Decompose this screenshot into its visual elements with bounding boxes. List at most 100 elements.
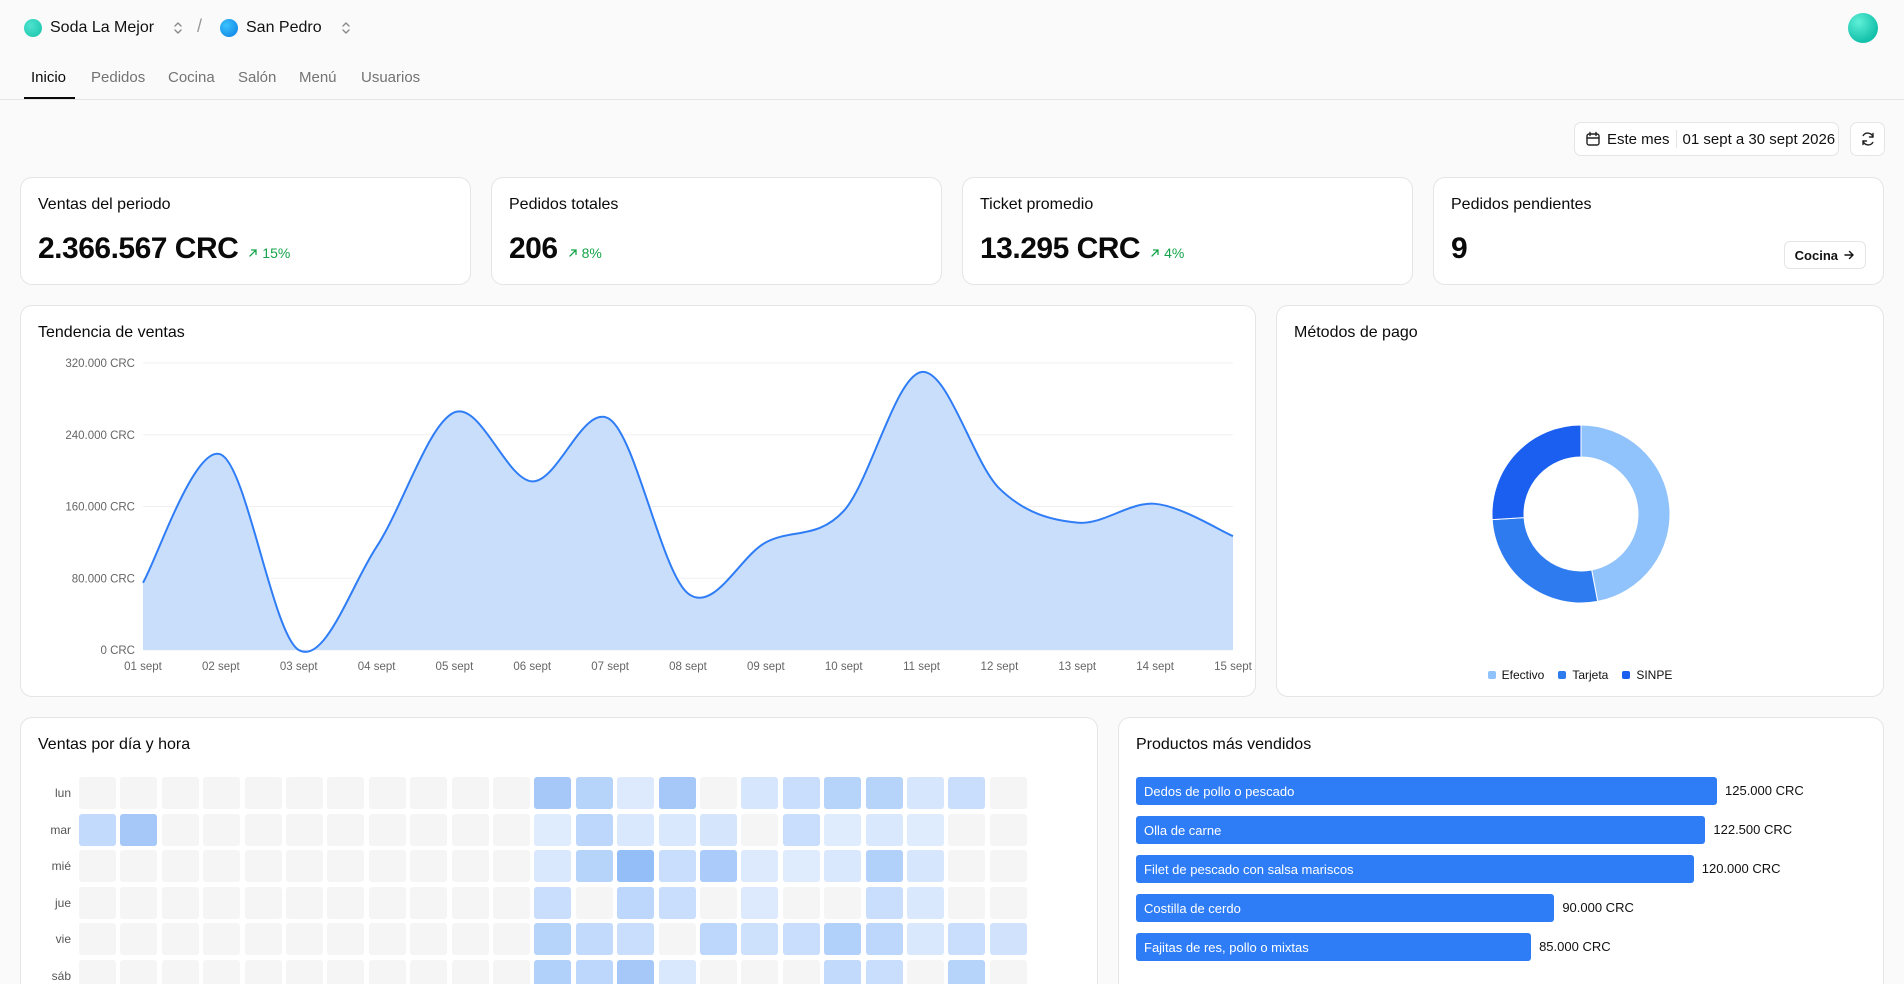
heatmap-cell[interactable] xyxy=(120,959,158,984)
heatmap-cell[interactable] xyxy=(79,886,116,919)
date-range-picker[interactable]: Este mes 01 sept a 30 sept 2026 xyxy=(1574,122,1839,156)
heatmap-cell[interactable] xyxy=(948,850,986,882)
tab-salon[interactable]: Salón xyxy=(238,69,277,86)
heatmap-cell[interactable] xyxy=(824,959,862,984)
heatmap-cell[interactable] xyxy=(824,850,862,882)
heatmap-cell[interactable] xyxy=(161,850,199,882)
heatmap-cell[interactable] xyxy=(700,777,737,809)
heatmap-cell[interactable] xyxy=(203,813,241,846)
heatmap-cell[interactable] xyxy=(948,886,986,919)
heatmap-cell[interactable] xyxy=(286,959,323,984)
heatmap-cell[interactable] xyxy=(865,813,903,846)
heatmap-cell[interactable] xyxy=(368,850,406,882)
heatmap-cell[interactable] xyxy=(203,777,241,809)
heatmap-cell[interactable] xyxy=(327,777,365,809)
heatmap-cell[interactable] xyxy=(617,813,655,846)
heatmap-cell[interactable] xyxy=(575,886,613,919)
heatmap-cell[interactable] xyxy=(286,777,323,809)
refresh-button[interactable] xyxy=(1850,122,1885,156)
heatmap-cell[interactable] xyxy=(575,777,613,809)
heatmap-cell[interactable] xyxy=(161,777,199,809)
product-bar[interactable]: Costilla de cerdo xyxy=(1136,894,1555,922)
heatmap-cell[interactable] xyxy=(741,777,779,809)
heatmap-cell[interactable] xyxy=(700,850,737,882)
heatmap-cell[interactable] xyxy=(824,923,862,955)
heatmap-cell[interactable] xyxy=(824,886,862,919)
branch-switcher[interactable]: San Pedro xyxy=(220,16,352,40)
heatmap-cell[interactable] xyxy=(451,777,489,809)
heatmap-cell[interactable] xyxy=(410,886,448,919)
heatmap-cell[interactable] xyxy=(327,813,365,846)
heatmap-cell[interactable] xyxy=(700,959,737,984)
heatmap-cell[interactable] xyxy=(617,886,655,919)
heatmap-cell[interactable] xyxy=(865,959,903,984)
heatmap-cell[interactable] xyxy=(907,959,944,984)
heatmap-cell[interactable] xyxy=(161,923,199,955)
heatmap-cell[interactable] xyxy=(534,777,572,809)
heatmap-cell[interactable] xyxy=(244,777,282,809)
heatmap-cell[interactable] xyxy=(79,813,116,846)
heatmap-cell[interactable] xyxy=(493,777,530,809)
heatmap-cell[interactable] xyxy=(286,813,323,846)
heatmap-cell[interactable] xyxy=(203,959,241,984)
heatmap-cell[interactable] xyxy=(658,959,696,984)
heatmap-cell[interactable] xyxy=(865,777,903,809)
heatmap-cell[interactable] xyxy=(244,923,282,955)
heatmap-cell[interactable] xyxy=(327,850,365,882)
product-bar[interactable]: Fajitas de res, pollo o mixtas xyxy=(1136,933,1532,961)
heatmap-cell[interactable] xyxy=(658,777,696,809)
heatmap-cell[interactable] xyxy=(658,813,696,846)
heatmap-cell[interactable] xyxy=(865,886,903,919)
heatmap-cell[interactable] xyxy=(907,850,944,882)
heatmap-cell[interactable] xyxy=(534,959,572,984)
heatmap-cell[interactable] xyxy=(244,850,282,882)
heatmap-cell[interactable] xyxy=(865,923,903,955)
heatmap-cell[interactable] xyxy=(907,813,944,846)
heatmap-cell[interactable] xyxy=(451,959,489,984)
heatmap-cell[interactable] xyxy=(989,777,1027,809)
heatmap-cell[interactable] xyxy=(368,813,406,846)
heatmap-cell[interactable] xyxy=(948,923,986,955)
business-switcher[interactable]: Soda La Mejor xyxy=(24,16,184,40)
heatmap-cell[interactable] xyxy=(782,813,820,846)
heatmap-cell[interactable] xyxy=(161,959,199,984)
heatmap-cell[interactable] xyxy=(368,777,406,809)
heatmap-cell[interactable] xyxy=(534,923,572,955)
heatmap-cell[interactable] xyxy=(327,959,365,984)
heatmap-cell[interactable] xyxy=(286,886,323,919)
heatmap-cell[interactable] xyxy=(451,923,489,955)
heatmap-cell[interactable] xyxy=(368,959,406,984)
heatmap-cell[interactable] xyxy=(534,850,572,882)
heatmap-cell[interactable] xyxy=(493,886,530,919)
heatmap-cell[interactable] xyxy=(741,813,779,846)
heatmap-cell[interactable] xyxy=(907,886,944,919)
heatmap-cell[interactable] xyxy=(907,777,944,809)
heatmap-cell[interactable] xyxy=(244,813,282,846)
heatmap-cell[interactable] xyxy=(161,813,199,846)
heatmap-cell[interactable] xyxy=(948,959,986,984)
heatmap-cell[interactable] xyxy=(782,777,820,809)
heatmap-cell[interactable] xyxy=(244,886,282,919)
heatmap-cell[interactable] xyxy=(989,959,1027,984)
heatmap-cell[interactable] xyxy=(493,850,530,882)
heatmap-cell[interactable] xyxy=(120,850,158,882)
heatmap-cell[interactable] xyxy=(410,850,448,882)
product-bar[interactable]: Olla de carne xyxy=(1136,816,1706,844)
heatmap-cell[interactable] xyxy=(410,923,448,955)
heatmap-cell[interactable] xyxy=(824,813,862,846)
heatmap-cell[interactable] xyxy=(617,923,655,955)
heatmap-cell[interactable] xyxy=(493,813,530,846)
heatmap-cell[interactable] xyxy=(203,850,241,882)
tab-usuarios[interactable]: Usuarios xyxy=(361,69,421,86)
heatmap-cell[interactable] xyxy=(575,923,613,955)
heatmap-cell[interactable] xyxy=(120,923,158,955)
heatmap-cell[interactable] xyxy=(286,923,323,955)
go-to-kitchen-button[interactable]: Cocina xyxy=(1783,241,1866,269)
heatmap-cell[interactable] xyxy=(410,813,448,846)
heatmap-cell[interactable] xyxy=(907,923,944,955)
heatmap-cell[interactable] xyxy=(782,886,820,919)
heatmap-cell[interactable] xyxy=(368,886,406,919)
heatmap-cell[interactable] xyxy=(79,850,116,882)
heatmap-cell[interactable] xyxy=(493,923,530,955)
tab-cocina[interactable]: Cocina xyxy=(168,69,215,86)
